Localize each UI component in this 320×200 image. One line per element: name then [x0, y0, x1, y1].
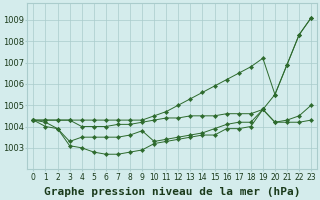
X-axis label: Graphe pression niveau de la mer (hPa): Graphe pression niveau de la mer (hPa) — [44, 187, 300, 197]
